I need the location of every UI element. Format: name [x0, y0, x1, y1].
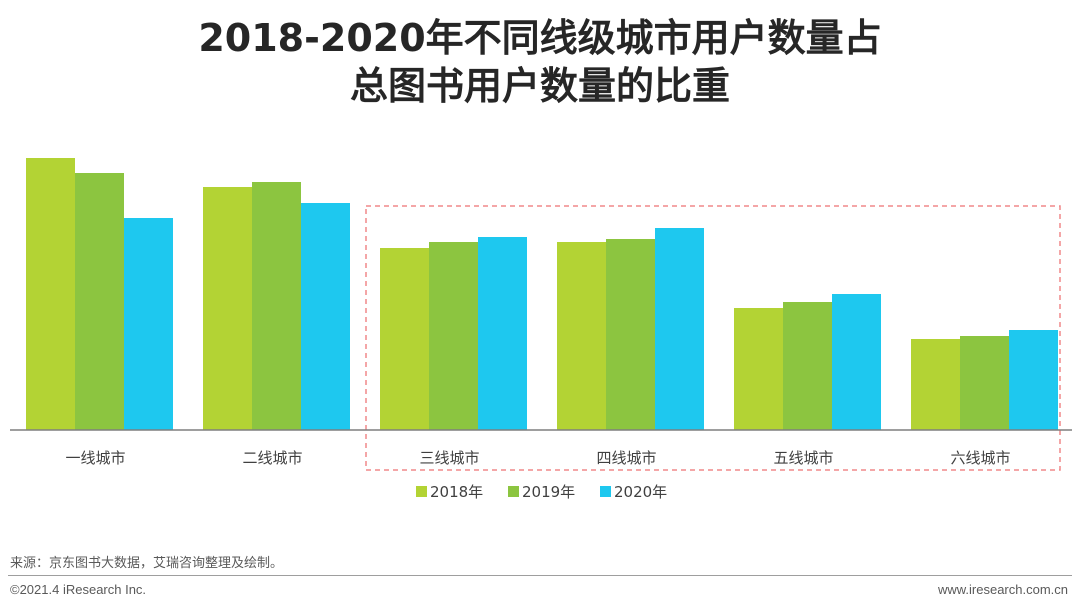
copyright-text: ©2021.4 iResearch Inc.: [10, 582, 147, 597]
bar-2-2018年: [203, 187, 252, 430]
source-note: 来源：京东图书大数据，艾瑞咨询整理及绘制。: [10, 556, 284, 571]
x-tick-label: 二线城市: [242, 449, 302, 467]
legend-swatch-2020年: [600, 486, 611, 497]
legend-swatch-2019年: [508, 486, 519, 497]
bar-2-2019年: [252, 182, 301, 430]
footer-divider: [8, 575, 1072, 576]
bar-4-2020年: [655, 228, 704, 430]
chart-title-line-1: 2018-2020年不同线级城市用户数量占: [198, 16, 882, 60]
legend-label: 2018年: [430, 483, 483, 501]
bar-2-2020年: [301, 203, 350, 430]
chart-title: 2018-2020年不同线级城市用户数量占 总图书用户数量的比重: [0, 14, 1080, 110]
x-tick-label: 三线城市: [419, 449, 479, 467]
bar-1-2020年: [124, 218, 173, 430]
chart-title-line-2: 总图书用户数量的比重: [349, 64, 730, 108]
x-tick-label: 四线城市: [596, 449, 656, 467]
legend-label: 2020年: [614, 483, 667, 501]
legend-swatch-2018年: [416, 486, 427, 497]
bar-3-2020年: [478, 237, 527, 430]
bar-5-2018年: [734, 308, 783, 430]
website-link[interactable]: www.iresearch.com.cn: [937, 582, 1068, 597]
bar-1-2018年: [26, 158, 75, 430]
legend-label: 2019年: [522, 483, 575, 501]
bar-6-2020年: [1009, 330, 1058, 430]
bar-6-2019年: [960, 336, 1009, 430]
bar-6-2018年: [911, 339, 960, 430]
highlight-box: [365, 205, 1061, 471]
x-tick-label: 五线城市: [773, 449, 833, 467]
bar-4-2019年: [606, 239, 655, 430]
bar-3-2019年: [429, 242, 478, 430]
bar-5-2019年: [783, 302, 832, 430]
x-tick-label: 一线城市: [65, 449, 125, 467]
x-tick-label: 六线城市: [950, 449, 1010, 467]
bar-5-2020年: [832, 294, 881, 430]
bar-1-2019年: [75, 173, 124, 430]
bar-3-2018年: [380, 248, 429, 430]
bar-4-2018年: [557, 242, 606, 430]
